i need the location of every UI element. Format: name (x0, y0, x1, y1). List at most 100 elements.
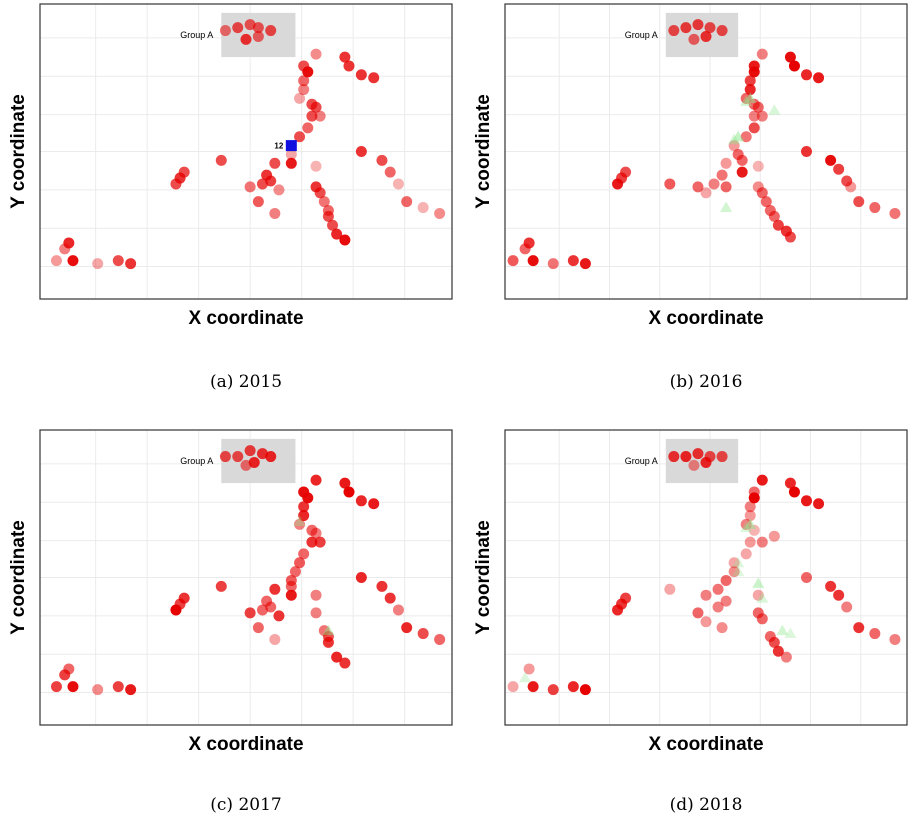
data-point (50, 255, 62, 267)
data-point (700, 589, 712, 601)
data-point (507, 681, 519, 693)
data-point (716, 25, 728, 37)
data-point (215, 154, 227, 166)
data-point (232, 22, 244, 34)
data-point (720, 157, 732, 169)
data-point (294, 557, 306, 569)
data-point (298, 75, 310, 87)
data-point (784, 477, 796, 489)
data-point (339, 657, 351, 669)
data-point (343, 60, 355, 72)
data-point (112, 255, 124, 267)
data-point-triangle (744, 518, 757, 529)
data-point (314, 110, 326, 122)
plot-border (504, 429, 908, 726)
data-point (294, 92, 306, 104)
data-point (756, 536, 768, 548)
data-point (322, 210, 334, 222)
data-point (833, 163, 845, 175)
data-point-triangle (732, 130, 745, 142)
data-point (801, 495, 812, 507)
data-point (756, 48, 768, 60)
data-point (700, 187, 712, 199)
plot-border (39, 429, 453, 726)
data-point (50, 681, 62, 693)
data-point (756, 474, 768, 486)
data-point (289, 566, 301, 578)
data-point (748, 122, 760, 134)
data-point (392, 604, 404, 616)
data-point (788, 486, 800, 498)
data-point (833, 589, 845, 601)
data-point (298, 510, 310, 522)
data-point (302, 492, 314, 504)
data-point (59, 243, 71, 255)
data-point (244, 445, 256, 457)
panel-2017: Group A X coordinate Y coordinate (c) 2017 (8, 429, 453, 815)
data-point (310, 48, 322, 60)
data-point (302, 122, 314, 134)
data-point-triangle (720, 201, 733, 213)
data-point (434, 207, 446, 219)
data-point (306, 110, 318, 122)
data-point (273, 184, 285, 196)
data-point (708, 178, 720, 190)
subfigure-caption: (a) 2015 (210, 372, 282, 392)
data-point (712, 601, 724, 613)
data-point (784, 51, 796, 63)
data-point (716, 169, 728, 181)
data-point (67, 255, 79, 267)
data-point (700, 456, 712, 468)
data-point (668, 25, 680, 37)
data-point (384, 592, 396, 604)
selected-point-label: 12 (274, 142, 283, 151)
data-point (244, 607, 256, 619)
data-point (748, 492, 760, 504)
data-point (285, 580, 297, 592)
data-point-triangle (728, 133, 741, 145)
data-point (547, 258, 559, 270)
data-point (92, 684, 104, 696)
data-point (339, 51, 351, 63)
data-point (92, 258, 104, 270)
data-point (736, 166, 748, 178)
data-point (567, 681, 579, 693)
data-point (269, 157, 281, 169)
data-point (700, 30, 712, 42)
group-box-label: Group A (180, 30, 213, 40)
y-axis-title: Y coordinate (8, 520, 29, 635)
data-point (273, 610, 285, 622)
data-point (668, 451, 680, 463)
data-point (744, 75, 756, 87)
data-point (825, 154, 837, 166)
data-point (343, 486, 355, 498)
data-point-triangle (752, 577, 765, 588)
data-point-triangle (740, 521, 753, 532)
data-point (813, 498, 825, 510)
data-point (355, 495, 367, 507)
data-point (527, 681, 539, 693)
data-point (612, 178, 624, 190)
panel-2015: Group A 12 X coordinate Y coordinate (a) 201… (8, 3, 453, 392)
data-point (125, 258, 137, 270)
data-point (310, 607, 322, 619)
data-point (748, 110, 760, 122)
data-point (310, 474, 322, 486)
data-point (744, 84, 756, 96)
data-point (298, 501, 310, 513)
data-point (339, 234, 351, 246)
y-axis-title: Y coordinate (473, 94, 494, 209)
data-point (579, 258, 591, 270)
data-point (256, 178, 268, 190)
data-point-triangle (756, 592, 769, 603)
data-point (310, 160, 322, 172)
data-point (889, 207, 901, 219)
data-point (720, 595, 732, 607)
data-point (716, 622, 728, 634)
data-point (688, 33, 700, 45)
data-point (768, 636, 780, 648)
data-point (768, 530, 780, 542)
x-axis-title: X coordinate (188, 734, 303, 755)
data-point (331, 651, 343, 663)
